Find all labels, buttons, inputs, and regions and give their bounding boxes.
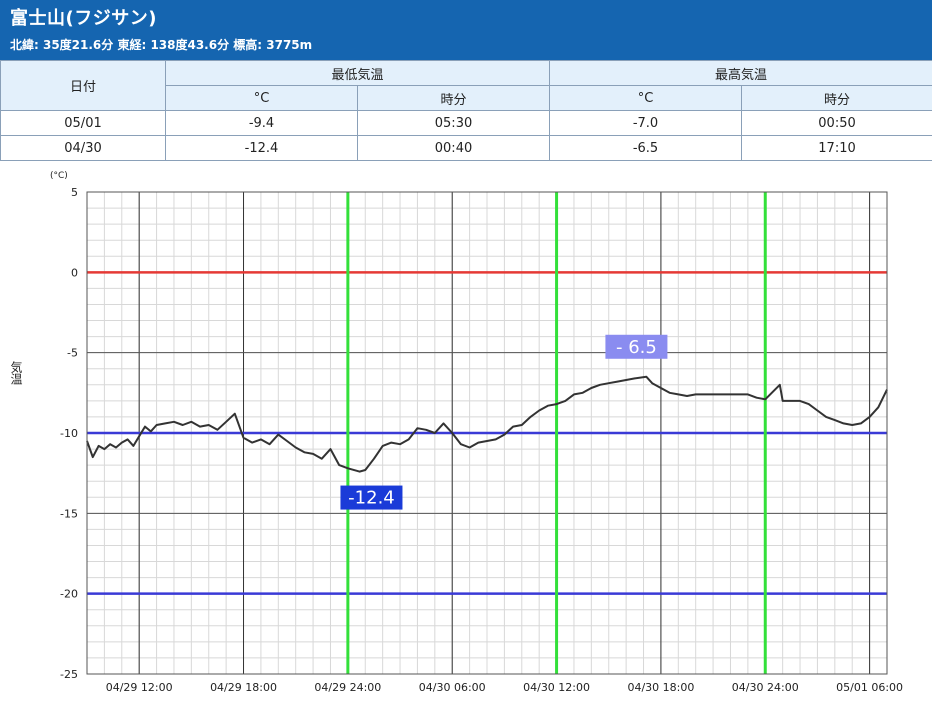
table-row: 04/30 -12.4 00:40 -6.5 17:10: [0, 135, 932, 161]
row-max-temp: -7.0: [549, 110, 743, 136]
annotation-box: [340, 485, 403, 510]
row-max-temp: -6.5: [549, 135, 743, 161]
min-time-header: 時分: [356, 85, 551, 111]
y-tick-label: -10: [60, 427, 78, 440]
y-tick-label: -15: [60, 507, 78, 520]
x-tick-label: 04/30 06:00: [419, 681, 486, 694]
y-tick-label: -20: [60, 588, 78, 601]
annotation-label: - 6.5: [616, 337, 657, 358]
station-header: 富士山(フジサン) 北緯: 35度21.6分 東経: 138度43.6分 標高:…: [0, 0, 932, 60]
min-unit-c-header: °C: [165, 85, 358, 111]
row-max-time: 17:10: [741, 135, 932, 161]
row-min-time: 00:40: [356, 135, 551, 161]
row-min-temp: -12.4: [165, 135, 358, 161]
station-title: 富士山(フジサン): [10, 8, 157, 29]
temperature-series-line: [86, 375, 888, 473]
min-temp-header: 最低気温: [164, 60, 551, 86]
x-tick-label: 04/30 12:00: [523, 681, 590, 694]
y-unit-label: (°C): [50, 171, 68, 181]
temperature-table: 日付 最低気温 最高気温 °C 時分 °C 時分 05/01 -9.4 05:3…: [0, 60, 932, 161]
date-header: 日付: [0, 60, 166, 111]
y-tick-label: 0: [71, 266, 78, 279]
row-date: 04/30: [0, 135, 166, 161]
row-max-time: 00:50: [741, 110, 932, 136]
station-coords: 北緯: 35度21.6分 東経: 138度43.6分 標高: 3775m: [10, 38, 313, 52]
x-tick-label: 04/29 18:00: [210, 681, 277, 694]
table-row: 05/01 -9.4 05:30 -7.0 00:50: [0, 110, 932, 136]
x-tick-label: 04/30 24:00: [732, 681, 799, 694]
y-axis-title: 気温: [9, 360, 23, 385]
y-tick-label: -5: [67, 347, 78, 360]
chart-svg: -12.4 - 6.5 (°C) 気温 5 0 -5 -10 -15 -20 -25 04/2…: [0, 161, 932, 715]
annotation-label: -12.4: [348, 488, 395, 509]
row-min-time: 05:30: [356, 110, 551, 136]
x-tick-label: 04/29 12:00: [106, 681, 173, 694]
row-min-temp: -9.4: [165, 110, 358, 136]
max-time-header: 時分: [741, 85, 932, 111]
y-tick-label: 5: [71, 186, 78, 199]
temperature-chart: -12.4 - 6.5 (°C) 気温 5 0 -5 -10 -15 -20 -25 04/2…: [0, 161, 932, 715]
annotation-box: [605, 334, 668, 359]
x-tick-label: 04/29 24:00: [314, 681, 381, 694]
max-temp-header: 最高気温: [549, 60, 932, 86]
x-tick-label: 04/30 18:00: [627, 681, 694, 694]
max-unit-c-header: °C: [549, 85, 743, 111]
plot-frame: [86, 191, 888, 675]
y-tick-label: -25: [60, 668, 78, 681]
x-tick-label: 05/01 06:00: [836, 681, 903, 694]
row-date: 05/01: [0, 110, 166, 136]
